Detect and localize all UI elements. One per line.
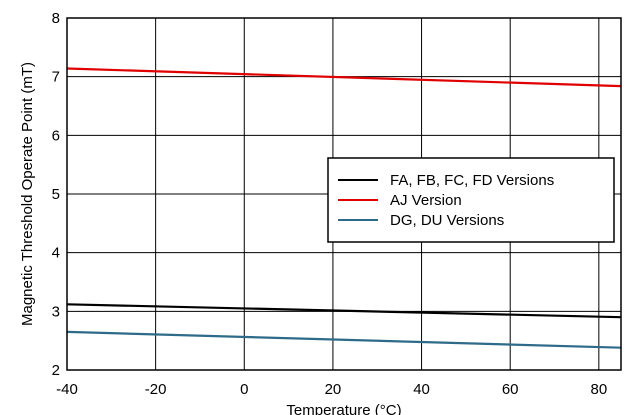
series-line-1	[66, 303, 622, 319]
y-tick-label: 5	[52, 186, 60, 203]
x-tick-label: -40	[56, 381, 78, 398]
legend-label-fa-fb-fc-fd: FA, FB, FC, FD Versions	[390, 172, 554, 189]
legend-label-dg-du: DG, DU Versions	[390, 212, 504, 229]
series-line-3	[66, 330, 622, 349]
x-axis-title: Temperature (°C)	[286, 402, 401, 415]
series-line-2	[66, 67, 622, 88]
plot-frame	[66, 17, 622, 371]
x-tick-label: 20	[325, 381, 342, 398]
y-tick-label: 3	[52, 303, 60, 320]
x-tick-label: 0	[240, 381, 248, 398]
y-tick-label: 4	[52, 245, 60, 262]
series-lines	[66, 67, 622, 349]
legend: FA, FB, FC, FD Versions AJ Version DG, D…	[327, 157, 615, 243]
x-tick-label: 40	[413, 381, 430, 398]
y-tick-label: 2	[52, 362, 60, 379]
y-axis-title: Magnetic Threshold Operate Point (mT)	[19, 62, 36, 326]
legend-label-aj: AJ Version	[390, 192, 462, 209]
x-axis-ticks: -40 -20 0 20 40 60 80	[56, 381, 607, 398]
x-tick-label: -20	[145, 381, 167, 398]
y-tick-label: 6	[52, 127, 60, 144]
y-tick-label: 7	[52, 69, 60, 86]
y-axis-ticks: 2 3 4 5 6 7 8	[52, 10, 60, 379]
y-tick-label: 8	[52, 10, 60, 27]
x-tick-label: 60	[502, 381, 519, 398]
x-tick-label: 80	[590, 381, 607, 398]
